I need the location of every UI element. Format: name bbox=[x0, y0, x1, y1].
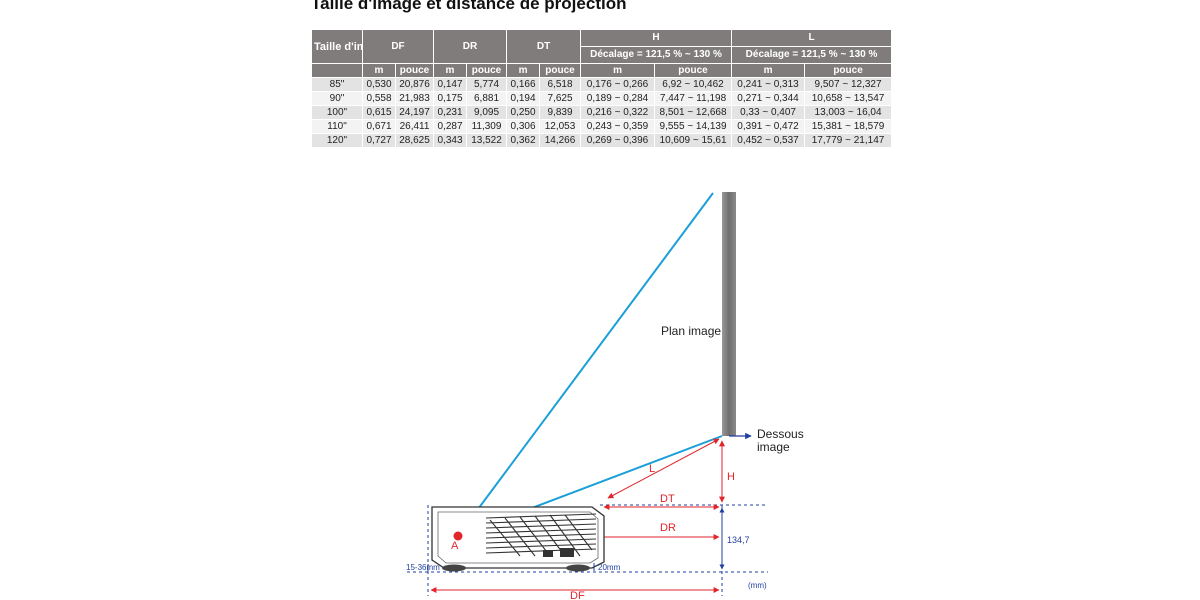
l-label: L bbox=[649, 463, 655, 475]
header-df: DF bbox=[362, 29, 434, 64]
table-row: 85" 0,530 20,876 0,147 5,774 0,166 6,518… bbox=[311, 77, 893, 92]
header-dt: DT bbox=[506, 29, 582, 64]
table-cell: 0,306 bbox=[506, 119, 541, 134]
table-row: 120" 0,727 28,625 0,343 13,522 0,362 14,… bbox=[311, 133, 893, 148]
table-cell: 0,271 ~ 0,344 bbox=[731, 91, 806, 106]
height-label: 134,7 bbox=[727, 535, 750, 545]
table-cell: 0,166 bbox=[506, 77, 541, 92]
table-row: 110" 0,671 26,411 0,287 11,309 0,306 12,… bbox=[311, 119, 893, 134]
plan-image-label: Plan image bbox=[661, 324, 721, 338]
table-cell: 0,362 bbox=[506, 133, 541, 148]
table-cell: 14,266 bbox=[539, 133, 582, 148]
h-label: H bbox=[727, 471, 735, 483]
header-df-pouce: pouce bbox=[395, 63, 434, 78]
header-dt-pouce: pouce bbox=[539, 63, 582, 78]
header-l-m: m bbox=[731, 63, 806, 78]
table-cell: 17,779 ~ 21,147 bbox=[804, 133, 893, 148]
table-cell: 6,92 ~ 10,462 bbox=[654, 77, 733, 92]
dt-label: DT bbox=[660, 493, 675, 505]
table-cell: 0,147 bbox=[433, 77, 467, 92]
projector-body bbox=[431, 506, 605, 572]
table-cell: 7,447 ~ 11,198 bbox=[654, 91, 733, 106]
table-cell: 13,522 bbox=[465, 133, 508, 148]
header-dr-m: m bbox=[433, 63, 467, 78]
header-df-m: m bbox=[362, 63, 396, 78]
table-cell: 0,189 ~ 0,284 bbox=[580, 91, 656, 106]
header-h-pouce: pouce bbox=[654, 63, 733, 78]
header-l-pouce: pouce bbox=[804, 63, 893, 78]
header-dr: DR bbox=[432, 29, 508, 64]
header-h-offset: Décalage = 121,5 % ~ 130 % bbox=[580, 46, 733, 64]
header-h: H bbox=[580, 29, 733, 47]
table-cell: 5,774 bbox=[465, 77, 508, 92]
table-cell: 20,876 bbox=[395, 77, 434, 92]
screen-plane bbox=[722, 192, 736, 436]
header-dr-pouce: pouce bbox=[465, 63, 508, 78]
beam-upper bbox=[457, 192, 714, 537]
header-l-offset: Décalage = 121,5 % ~ 130 % bbox=[731, 46, 893, 64]
table-cell: 26,411 bbox=[395, 119, 434, 134]
dessous-label-line2: image bbox=[757, 440, 790, 454]
header-dt-m: m bbox=[506, 63, 541, 78]
table-cell: 0,287 bbox=[433, 119, 467, 134]
l-dimension-line bbox=[607, 438, 720, 499]
table-cell: 12,053 bbox=[539, 119, 582, 134]
table-cell: 24,197 bbox=[395, 105, 434, 120]
lens-point bbox=[453, 531, 463, 541]
table-row: 90" 0,558 21,983 0,175 6,881 0,194 7,625… bbox=[311, 91, 893, 106]
dr-label: DR bbox=[660, 522, 676, 534]
unit-label: (mm) bbox=[748, 581, 767, 590]
table-cell: 0,175 bbox=[433, 91, 467, 106]
table-cell: 10,609 ~ 15,61 bbox=[654, 133, 733, 148]
feet-20-label: 20mm bbox=[598, 563, 621, 572]
projection-table: Taille d'image (pouces) DF DR DT H L Déc… bbox=[311, 29, 893, 148]
table-cell: 10,658 ~ 13,547 bbox=[804, 91, 893, 106]
table-cell: 28,625 bbox=[395, 133, 434, 148]
table-cell: 13,003 ~ 16,04 bbox=[804, 105, 893, 120]
df-label: DF bbox=[570, 590, 585, 600]
dessous-label-line1: Dessous bbox=[757, 427, 804, 441]
table-cell: 0,391 ~ 0,472 bbox=[731, 119, 806, 134]
lens-point-label: A bbox=[451, 540, 459, 552]
feet-15-36-label: 15-36mm bbox=[406, 563, 440, 572]
table-cell: 0,343 bbox=[433, 133, 467, 148]
table-cell: 0,452 ~ 0,537 bbox=[731, 133, 806, 148]
page-title: Taille d'image et distance de projection bbox=[311, 0, 627, 13]
table-cell: 11,309 bbox=[465, 119, 508, 134]
